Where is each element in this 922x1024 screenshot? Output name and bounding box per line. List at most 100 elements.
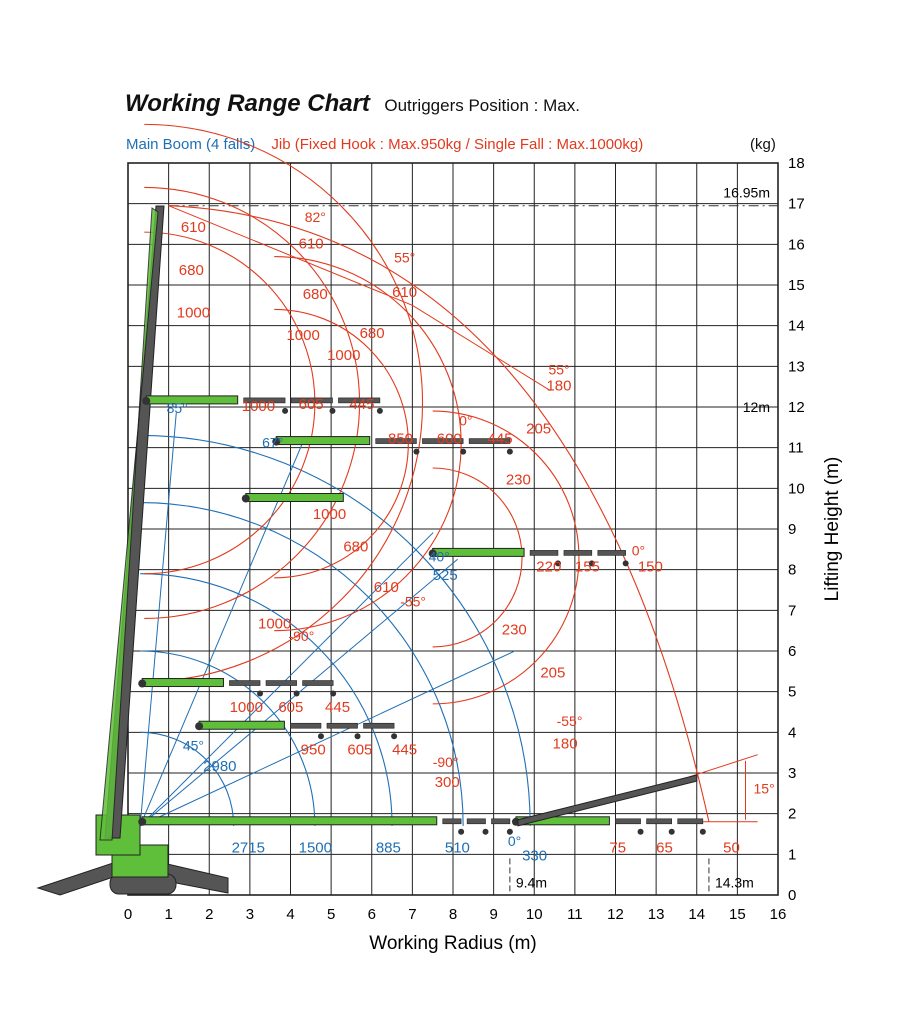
y-tick-label: 10 bbox=[788, 480, 805, 497]
x-tick-label: 5 bbox=[327, 906, 335, 923]
jib-angle-label: -90° bbox=[288, 628, 314, 644]
boom-section bbox=[245, 493, 344, 502]
hook bbox=[588, 560, 595, 567]
jib-section bbox=[646, 818, 672, 825]
boom-config bbox=[241, 493, 344, 503]
hook bbox=[506, 448, 513, 455]
jib-section bbox=[677, 818, 704, 825]
y-tick-label: 18 bbox=[788, 155, 805, 172]
jib-section bbox=[442, 818, 462, 825]
jib-angle-label: 82° bbox=[305, 209, 326, 225]
jib-section bbox=[338, 397, 381, 404]
boom-joint bbox=[142, 396, 151, 405]
main-boom-radial bbox=[139, 443, 303, 827]
plot-frame bbox=[127, 162, 779, 896]
y-tick-label: 12 bbox=[788, 399, 805, 416]
jib-load-label: 680 bbox=[343, 538, 368, 555]
x-tick-label: 16 bbox=[770, 906, 787, 923]
hook bbox=[699, 828, 706, 835]
y-tick-label: 15 bbox=[788, 277, 805, 294]
hook bbox=[282, 407, 289, 414]
jib-section bbox=[422, 438, 464, 444]
jib-load-label: 680 bbox=[360, 325, 385, 342]
x-tick-label: 0 bbox=[124, 906, 132, 923]
main-boom-load-label: 1500 bbox=[299, 839, 332, 856]
jib-load-label: 1000 bbox=[258, 616, 291, 633]
jib-load-label: 300 bbox=[435, 774, 460, 791]
jib-section bbox=[491, 818, 511, 825]
hook bbox=[554, 560, 561, 567]
y-tick-label: 9 bbox=[788, 521, 796, 538]
jib-load-label: 1000 bbox=[327, 347, 360, 364]
jib-load-label: 230 bbox=[502, 622, 527, 639]
chart-title: Working Range Chart bbox=[125, 90, 370, 117]
main-boom-angle-label: 67° bbox=[262, 435, 283, 451]
jib-load-label: 150 bbox=[638, 559, 663, 576]
x-tick-label: 12 bbox=[607, 906, 624, 923]
y-axis-label: Lifting Height (m) bbox=[822, 457, 843, 602]
hook bbox=[637, 828, 644, 835]
y-tick-label: 2 bbox=[788, 806, 796, 823]
jib-section bbox=[290, 397, 333, 404]
y-tick-label: 4 bbox=[788, 724, 796, 741]
title-row: Working Range Chart Outriggers Position … bbox=[125, 90, 580, 118]
y-tick-label: 5 bbox=[788, 684, 796, 701]
jib-section bbox=[597, 550, 626, 556]
boom-section bbox=[145, 395, 239, 405]
y-tick-label: 14 bbox=[788, 318, 805, 335]
hook bbox=[293, 690, 300, 697]
jib-load-label: 850 bbox=[388, 431, 413, 448]
hook bbox=[506, 828, 513, 835]
hook bbox=[376, 407, 383, 414]
hook bbox=[622, 560, 629, 567]
hook bbox=[354, 733, 361, 740]
boom-config bbox=[428, 547, 629, 567]
jib-section bbox=[243, 397, 286, 404]
main-boom-angle-label: 85° bbox=[167, 400, 188, 416]
hook bbox=[460, 448, 467, 455]
jib-section bbox=[302, 680, 334, 686]
jib-angle-label: 55° bbox=[394, 250, 415, 266]
jib-angle-label: -55° bbox=[400, 593, 426, 609]
jib-load-label: 445 bbox=[325, 699, 350, 716]
boom-joint bbox=[272, 437, 281, 446]
x-tick-label: 3 bbox=[246, 906, 254, 923]
hook bbox=[413, 448, 420, 455]
jib-load-label: 1000 bbox=[242, 398, 275, 415]
jib-section bbox=[375, 438, 417, 444]
jib-section bbox=[290, 722, 322, 729]
jib-raised bbox=[517, 774, 698, 827]
boom-joint bbox=[138, 817, 147, 826]
x-axis-label: Working Radius (m) bbox=[369, 933, 537, 954]
hook bbox=[329, 407, 336, 414]
boom-joint bbox=[428, 549, 437, 558]
jib-section bbox=[363, 722, 395, 729]
hook bbox=[668, 828, 675, 835]
boom-section bbox=[141, 678, 224, 688]
x-tick-label: 11 bbox=[567, 906, 583, 923]
radius-marker-label: 14.3m bbox=[715, 875, 754, 891]
x-tick-label: 10 bbox=[526, 906, 543, 923]
jib-load-label: 610 bbox=[181, 219, 206, 236]
hook bbox=[482, 828, 489, 835]
jib-load-label: 180 bbox=[546, 378, 571, 395]
jib-section bbox=[468, 438, 511, 444]
boom-joint bbox=[241, 494, 250, 503]
angle-ref-line bbox=[688, 754, 758, 778]
main-boom-load-label: 2715 bbox=[232, 839, 265, 856]
boom-joint bbox=[138, 679, 147, 688]
jib-angle-label: 0° bbox=[632, 542, 645, 558]
y-tick-label: 7 bbox=[788, 602, 796, 619]
hook bbox=[458, 828, 465, 835]
y-tick-label: 13 bbox=[788, 358, 805, 375]
jib-arc bbox=[144, 123, 424, 683]
jib-angle-label: -90° bbox=[433, 754, 459, 770]
hook bbox=[330, 690, 337, 697]
boom-section bbox=[141, 816, 438, 826]
angle-marker-label: 15° bbox=[754, 780, 775, 796]
y-tick-label: 6 bbox=[788, 643, 796, 660]
x-tick-label: 2 bbox=[205, 906, 213, 923]
x-tick-label: 7 bbox=[408, 906, 416, 923]
jib-load-label: 205 bbox=[540, 664, 565, 681]
jib-load-label: 605 bbox=[299, 396, 324, 413]
